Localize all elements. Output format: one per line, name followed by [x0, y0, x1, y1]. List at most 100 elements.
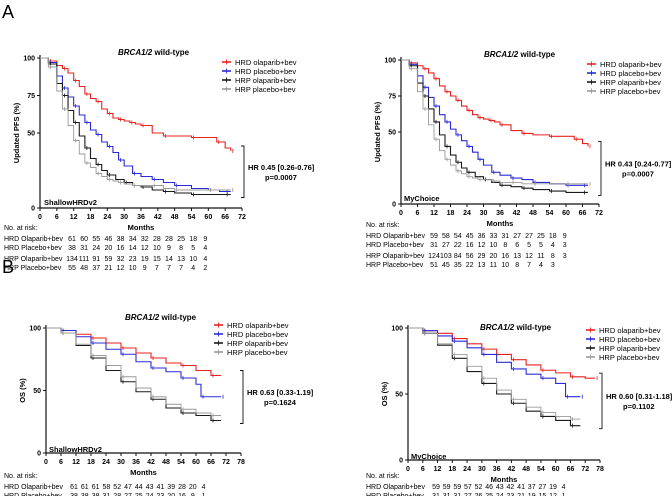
x-tick-label: 30 [480, 210, 488, 217]
x-tick-label: 54 [537, 466, 545, 473]
risk-value: 45 [442, 262, 450, 269]
x-tick-label: 48 [171, 214, 179, 221]
risk-value: 37 [92, 265, 100, 272]
x-tick-label: 78 [237, 459, 245, 466]
x-tick-label: 42 [507, 466, 515, 473]
risk-value: 27 [124, 493, 132, 496]
risk-value: 21 [517, 493, 525, 496]
x-tick-label: 18 [87, 459, 95, 466]
risk-value: 134 [66, 256, 78, 263]
risk-value: 27 [538, 484, 546, 491]
risk-value: 103 [440, 253, 452, 260]
risk-value: 5 [539, 242, 543, 249]
risk-row-label: HRP Placebo+bev [366, 262, 424, 269]
risk-value: 15 [153, 256, 161, 263]
x-tick-label: 54 [177, 459, 185, 466]
risk-value: 25 [177, 236, 185, 243]
y-tick-label: 0 [37, 451, 41, 458]
risk-value: 52 [475, 484, 483, 491]
risk-value: 8 [503, 242, 507, 249]
chart-title-rest: wild-type [152, 48, 189, 57]
chart-title-rest: wild-type [518, 50, 555, 59]
x-tick-label: 0 [399, 210, 403, 217]
x-tick-label: 24 [463, 466, 471, 473]
risk-value: 9 [143, 265, 147, 272]
x-tick-label: 30 [120, 214, 128, 221]
legend-label: HRP olaparib+bev [235, 76, 296, 85]
x-axis-label: Months [491, 475, 518, 484]
risk-value: 20 [189, 484, 197, 491]
risk-value: 51 [430, 262, 438, 269]
legend-label: HRD placebo+bev [227, 330, 288, 339]
km-chart-b-shallowhrdv2: 0 6 12 18 24 30 36 42 48 54 60 66 72 78 0 50 100 Months OS… [4, 313, 314, 496]
legend-label: HRP placebo+bev [227, 348, 288, 357]
risk-value: 10 [153, 245, 161, 252]
risk-value: 55 [68, 265, 76, 272]
risk-table-title: No. at risk: [4, 225, 38, 232]
risk-value: 24 [496, 493, 504, 496]
x-tick-label: 0 [38, 214, 42, 221]
risk-value: 12 [525, 253, 533, 260]
risk-value: 46 [485, 484, 493, 491]
risk-value: 3 [563, 253, 567, 260]
x-tick-label: 6 [59, 459, 63, 466]
risk-value: 23 [157, 493, 165, 496]
assay-label: ShallowHRDv2 [49, 445, 102, 454]
risk-value: 21 [104, 265, 112, 272]
x-tick-label: 12 [72, 459, 80, 466]
legend-label: HRP placebo+bev [599, 353, 660, 362]
series-line-hrp_olaparib [408, 327, 581, 427]
y-tick-label: 50 [388, 130, 396, 137]
risk-value: 16 [117, 245, 125, 252]
risk-value: 36 [478, 233, 486, 240]
hr-bracket [598, 140, 602, 196]
x-tick-label: 36 [132, 459, 140, 466]
risk-value: 59 [430, 233, 438, 240]
risk-value: 8 [515, 262, 519, 269]
risk-value: 42 [507, 484, 515, 491]
risk-value: 59 [104, 256, 112, 263]
risk-value: 6 [515, 242, 519, 249]
risk-value: 7 [155, 265, 159, 272]
x-tick-label: 60 [562, 210, 570, 217]
risk-value: 26 [475, 493, 483, 496]
risk-value: 19 [141, 256, 149, 263]
risk-value: 10 [490, 242, 498, 249]
risk-table-title: No. at risk: [4, 473, 38, 480]
y-tick-label: 0 [31, 206, 35, 213]
risk-value: 27 [464, 493, 472, 496]
risk-value: 10 [501, 262, 509, 269]
chart-title: BRCA1/2 wild-type [118, 48, 190, 57]
risk-value: 27 [513, 233, 521, 240]
y-axis-label: OS (%) [18, 378, 27, 403]
risk-value: 31 [501, 233, 509, 240]
risk-value: 15 [538, 493, 546, 496]
risk-value: 31 [430, 242, 438, 249]
chart-title: BRCA1/2 wild-type [484, 50, 556, 59]
y-tick-label: 75 [388, 94, 396, 101]
legend-label: HRP olaparib+bev [599, 344, 660, 353]
series-line-hrp_placebo [46, 327, 221, 416]
y-tick-label: 100 [384, 58, 396, 65]
x-axis-label: Months [130, 468, 157, 477]
risk-value: 11 [490, 262, 497, 269]
x-tick-label: 48 [522, 466, 530, 473]
risk-value: 58 [103, 484, 111, 491]
x-tick-label: 60 [192, 459, 200, 466]
risk-value: 34 [129, 236, 137, 243]
risk-value: 2 [203, 265, 207, 272]
risk-value: 4 [551, 242, 555, 249]
y-tick-label: 50 [33, 388, 41, 395]
risk-value: 22 [466, 262, 474, 269]
x-tick-label: 78 [596, 466, 604, 473]
x-tick-label: 42 [147, 459, 155, 466]
series-line-hrp_placebo [408, 327, 581, 420]
risk-value: 23 [507, 493, 515, 496]
risk-value: 57 [464, 484, 472, 491]
risk-value: 7 [167, 265, 171, 272]
risk-value: 4 [202, 484, 206, 491]
panel-letter-a: A [2, 2, 14, 22]
x-tick-label: 30 [478, 466, 486, 473]
risk-value: 38 [70, 493, 78, 496]
risk-value: 25 [485, 493, 493, 496]
